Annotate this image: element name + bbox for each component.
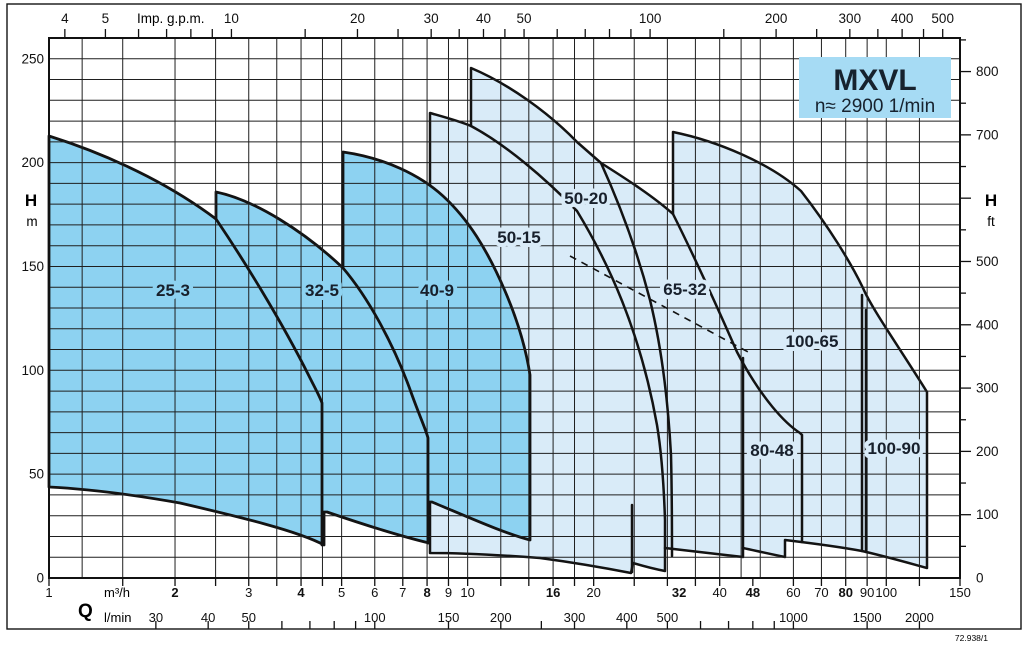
- head-unit-ft-label: ft: [987, 214, 995, 229]
- flow-lmin-tick-label: 40: [201, 610, 215, 625]
- pump-boundary-curve: [671, 212, 804, 544]
- region-labels: 25-3 32-5 40-9 50-15 50-20 65-32 100-65 80-48 10…: [152, 185, 924, 464]
- flow-m3h-tick-label: 70: [814, 585, 828, 600]
- top-axis-tick-label: 5: [102, 11, 110, 26]
- flow-m3h-tick-label: 1: [45, 585, 52, 600]
- head-m-tick-label: 0: [36, 571, 44, 586]
- head-ft-tick-label: 800: [976, 64, 999, 79]
- title-box: MXVL n≈ 2900 1/min: [799, 57, 951, 118]
- flow-m3h-tick-label: 150: [949, 585, 971, 600]
- axis-captions: Imp. g.p.m. Q m³/h l/min H m H ft 72.938…: [25, 11, 997, 643]
- document-number: 72.938/1: [955, 633, 988, 643]
- plot-border: [48, 37, 961, 579]
- flow-m3h-tick-label: 32: [672, 585, 686, 600]
- region-label-100-90: 100-90: [868, 439, 921, 458]
- flow-lmin-tick-label: 1500: [853, 610, 882, 625]
- flow-m3h-tick-label: 4: [297, 585, 305, 600]
- pump-boundary-curve: [214, 217, 324, 547]
- flow-lmin-tick-label: 500: [657, 610, 679, 625]
- flow-m3h-tick-label: 5: [338, 585, 345, 600]
- flow-m3h-tick-label: 9: [445, 585, 452, 600]
- flow-m3h-tick-label: 16: [546, 585, 560, 600]
- page-frame: [6, 3, 1022, 630]
- top-axis-tick-label: 300: [839, 11, 862, 26]
- top-axis-tick-label: 100: [639, 11, 662, 26]
- head-ft-tick-label: 500: [976, 254, 999, 269]
- flow-lmin-tick-label: 400: [616, 610, 638, 625]
- flow-m3h-tick-label: 80: [838, 585, 852, 600]
- flow-m3h-tick-label: 60: [786, 585, 800, 600]
- head-m-tick-label: 150: [21, 259, 44, 274]
- title-box-background: [799, 57, 951, 118]
- flow-lmin-tick-label: 100: [364, 610, 386, 625]
- pump-boundary-curve: [341, 266, 430, 545]
- top-axis-tick-label: 200: [765, 11, 788, 26]
- flow-m3h-tick-label: 10: [460, 585, 474, 600]
- head-ft-tick-label: 400: [976, 317, 999, 332]
- chart-title: MXVL: [833, 64, 916, 97]
- flow-m3h-tick-label: 40: [712, 585, 726, 600]
- flow-lmin-tick-label: 150: [438, 610, 460, 625]
- head-axis-label-left: H: [25, 191, 37, 210]
- flow-m3h-tick-label: 6: [371, 585, 378, 600]
- grid-lines: [49, 38, 960, 578]
- top-axis-tick-label: 50: [517, 11, 532, 26]
- top-axis-tick-label: 500: [931, 11, 954, 26]
- region-label-40-9: 40-9: [420, 281, 454, 300]
- pump-boundary-curve: [599, 161, 674, 558]
- dashed-guide-line: [569, 255, 751, 354]
- chart-speed-subtitle: n≈ 2900 1/min: [815, 96, 935, 117]
- head-ft-tick-label: 0: [976, 571, 984, 586]
- flow-lmin-tick-label: 300: [564, 610, 586, 625]
- flow-lmin-tick-label: 2000: [905, 610, 934, 625]
- head-ft-tick-label: 100: [976, 507, 999, 522]
- flow-unit-lmin-label: l/min: [104, 610, 131, 625]
- flow-m3h-tick-label: 3: [245, 585, 252, 600]
- pump-boundary-curve: [469, 124, 667, 550]
- top-axis-tick-label: 4: [61, 11, 69, 26]
- head-m-tick-label: 100: [21, 363, 44, 378]
- flow-lmin-tick-label: 1000: [779, 610, 808, 625]
- region-label-50-15: 50-15: [497, 228, 540, 247]
- flow-m3h-tick-label: 90: [860, 585, 874, 600]
- region-label-100-65: 100-65: [786, 332, 839, 351]
- top-axis-tick-label: 40: [476, 11, 491, 26]
- head-ft-tick-label: 700: [976, 127, 999, 142]
- envelope-curves: [214, 124, 868, 574]
- top-axis-tick-label: 30: [424, 11, 439, 26]
- flow-m3h-tick-label: 100: [875, 585, 897, 600]
- flow-lmin-tick-label: 50: [242, 610, 256, 625]
- top-axis-tick-label: 400: [891, 11, 914, 26]
- region-label-32-5: 32-5: [305, 281, 339, 300]
- flow-m3h-tick-label: 2: [171, 585, 178, 600]
- flow-m3h-tick-label: 7: [399, 585, 406, 600]
- top-axis-unit-label: Imp. g.p.m.: [137, 11, 205, 26]
- head-ft-tick-label: 200: [976, 444, 999, 459]
- flow-lmin-tick-label: 200: [490, 610, 512, 625]
- flow-m3h-tick-label: 20: [586, 585, 600, 600]
- head-m-tick-label: 200: [21, 155, 44, 170]
- region-label-65-32: 65-32: [663, 280, 706, 299]
- head-axis-label-right: H: [985, 191, 997, 210]
- region-fills: [47, 66, 929, 575]
- flow-lmin-tick-label: 30: [149, 610, 163, 625]
- flow-axis-label: Q: [78, 601, 93, 622]
- head-unit-m-label: m: [26, 214, 37, 229]
- region-label-25-3: 25-3: [156, 281, 190, 300]
- flow-m3h-tick-label: 8: [423, 585, 430, 600]
- top-axis-tick-label: 20: [350, 11, 365, 26]
- flow-m3h-tick-label: 48: [746, 585, 760, 600]
- head-ft-tick-label: 300: [976, 381, 999, 396]
- head-m-tick-label: 50: [29, 467, 44, 482]
- flow-unit-m3h-label: m³/h: [104, 585, 130, 600]
- region-label-50-20: 50-20: [564, 189, 607, 208]
- top-axis-tick-label: 10: [224, 11, 239, 26]
- head-m-tick-label: 250: [21, 51, 44, 66]
- region-label-80-48: 80-48: [750, 441, 793, 460]
